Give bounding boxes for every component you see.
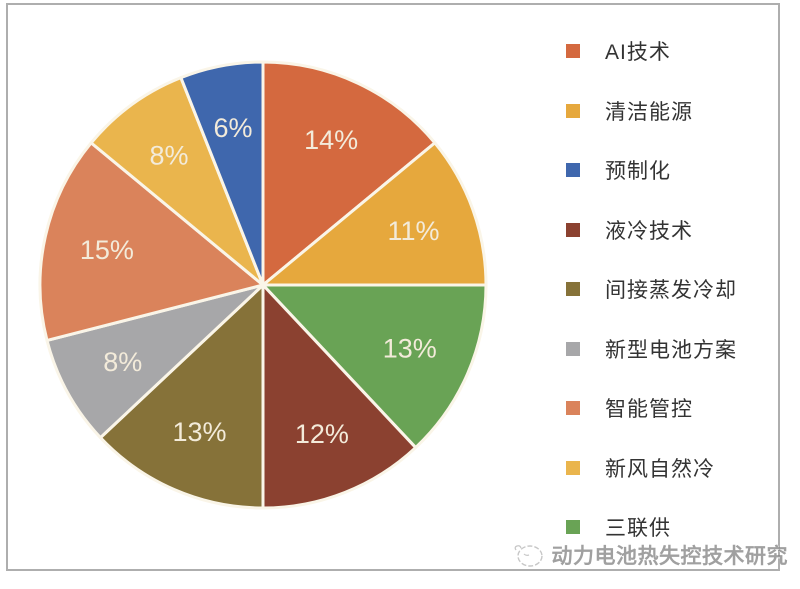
pie-slice-0: [261, 60, 437, 287]
legend-label: 三联供: [605, 517, 671, 540]
legend-label: 清洁能源: [605, 100, 693, 124]
pie-slice-2: [261, 283, 488, 450]
legend-label: 间接蒸发冷却: [605, 279, 737, 302]
pie-slice-value-label: 8%: [149, 141, 188, 171]
pie-slice-value-label: 11%: [387, 216, 439, 246]
legend-item-7: 新风自然冷: [566, 455, 737, 481]
legend-swatch: [566, 44, 580, 58]
pie-slice-value-label: 13%: [172, 417, 226, 447]
legend-label: 新风自然冷: [605, 457, 715, 481]
pie-slice-value-label: 15%: [80, 235, 134, 265]
legend-item-4: 间接蒸发冷却: [566, 276, 737, 302]
legend-item-5: 新型电池方案: [566, 336, 737, 362]
pie-slice-3: [261, 283, 418, 510]
legend-item-0: AI技术: [566, 38, 737, 64]
legend-item-1: 清洁能源: [566, 98, 737, 124]
legend-swatch: [566, 103, 580, 118]
legend-swatch: [566, 282, 580, 296]
pie-slice-1: [261, 141, 488, 287]
legend-label: 智能管控: [605, 398, 693, 421]
pie-slice-4: [98, 283, 265, 510]
legend-swatch: [566, 401, 580, 415]
legend-item-3: 液冷技术: [566, 217, 737, 243]
legend-swatch: [566, 341, 580, 356]
legend-item-8: 三联供: [566, 514, 737, 540]
pie-slice-8: [179, 60, 265, 287]
chart-legend: AI技术清洁能源预制化液冷技术间接蒸发冷却 新型电池方案 智能管控新风自然冷三联供: [566, 38, 737, 540]
pie-slice-5: [45, 283, 265, 440]
pie-slice-value-label: 8%: [103, 347, 142, 377]
pie-slice-value-label: 6%: [213, 113, 252, 143]
legend-label: 预制化: [605, 160, 671, 183]
pie-slice-value-label: 13%: [383, 334, 437, 364]
pie-slice-6: [38, 141, 265, 342]
legend-swatch: [566, 520, 580, 534]
legend-label: AI技术: [605, 41, 671, 64]
pie-slice-7: [89, 76, 265, 287]
legend-label: 新型电池方案: [605, 338, 737, 362]
legend-swatch: [566, 460, 580, 475]
legend-item-6: 智能管控: [566, 395, 737, 421]
legend-swatch: [566, 222, 580, 237]
legend-swatch: [566, 163, 580, 177]
pie-slice-value-label: 12%: [295, 419, 349, 449]
legend-item-2: 预制化: [566, 157, 737, 183]
legend-label: 液冷技术: [605, 219, 693, 243]
pie-slice-value-label: 14%: [304, 125, 358, 155]
